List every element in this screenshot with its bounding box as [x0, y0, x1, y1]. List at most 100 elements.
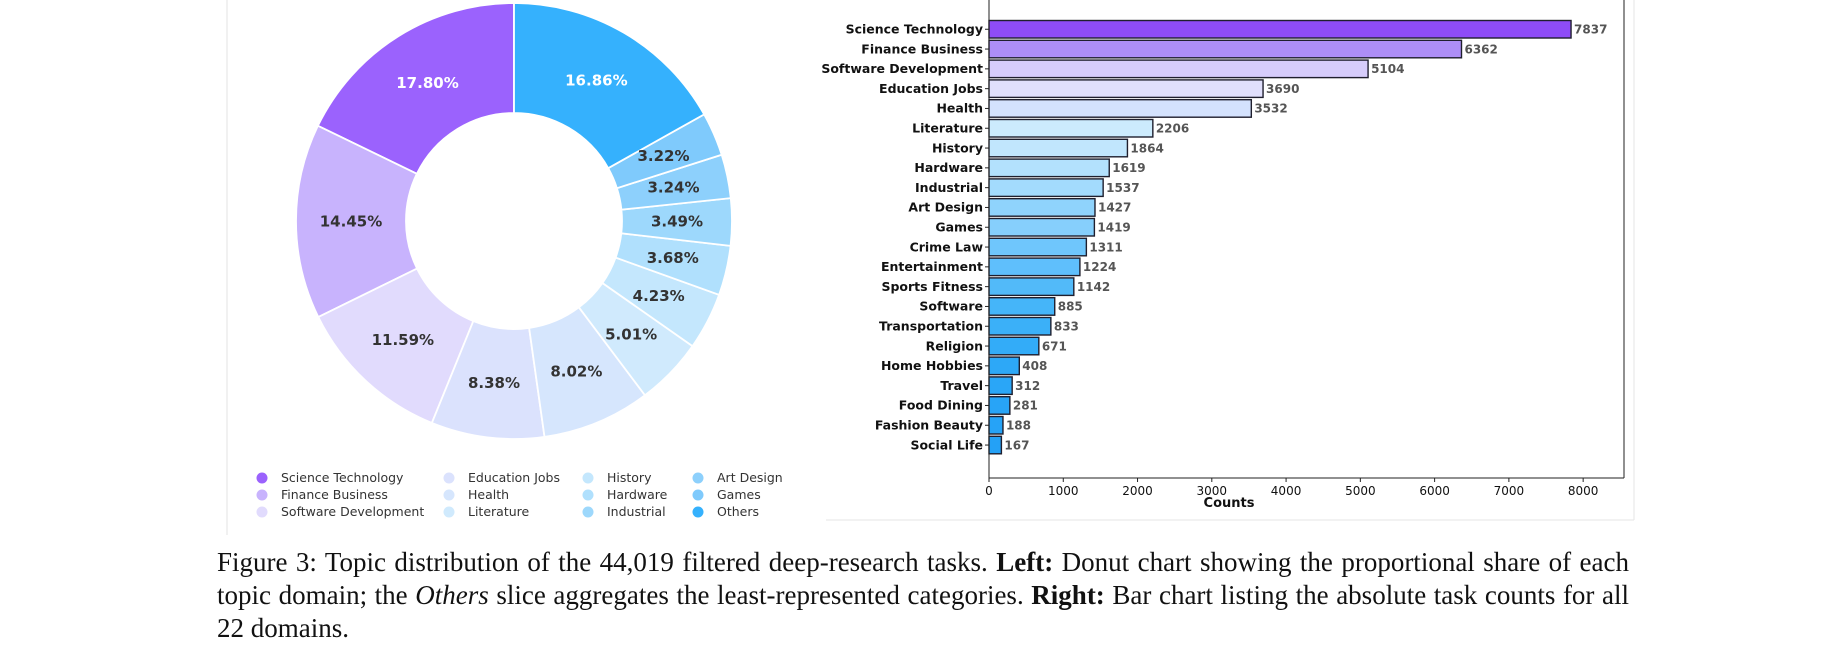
bar-travel: [988, 376, 1013, 396]
bar-entertainment: [988, 257, 1081, 277]
category-label-software: Software: [919, 299, 983, 314]
legend-label-literature: Literature: [468, 504, 530, 519]
legend-marker-literature: [443, 506, 455, 518]
x-tick-label-2000: 2000: [1122, 484, 1153, 498]
figure: 17.80% 14.45% 11.59% 8.38% 8.02% 5.01% 4.23% 3.…: [226, 0, 1635, 535]
caption-others-word: Others: [415, 580, 489, 610]
x-tick-label-5000: 5000: [1345, 484, 1376, 498]
legend-marker-art-design: [692, 472, 704, 484]
bar-value-fashion-beauty: 188: [1006, 419, 1031, 433]
x-tick-label-0: 0: [985, 484, 993, 498]
category-label-games: Games: [935, 220, 983, 235]
bars: 7837 6362 5104 3690 3532 2206 1864 1619 1537 1427…: [988, 19, 1607, 455]
figure-caption: Figure 3: Topic distribution of the 44,0…: [217, 546, 1629, 645]
bar-art-design: [988, 197, 1096, 217]
category-label-software-development: Software Development: [821, 61, 983, 76]
legend-label-science-technology: Science Technology: [281, 470, 404, 485]
legend-marker-industrial: [582, 506, 594, 518]
bar-value-software: 885: [1058, 300, 1083, 314]
legend-label-art-design: Art Design: [717, 470, 783, 485]
donut-slice-label-software-development: 11.59%: [372, 331, 434, 349]
legend-label-finance-business: Finance Business: [281, 487, 388, 502]
x-axis-title: Counts: [1204, 496, 1255, 511]
category-label-education-jobs: Education Jobs: [879, 81, 983, 96]
bar-value-home-hobbies: 408: [1022, 359, 1047, 373]
bar-value-hardware: 1619: [1112, 161, 1145, 175]
x-tick-label-6000: 6000: [1419, 484, 1450, 498]
category-label-travel: Travel: [940, 378, 983, 393]
category-label-literature: Literature: [912, 121, 983, 136]
bar-value-sports-fitness: 1142: [1077, 280, 1110, 294]
bar-software-development: [988, 59, 1369, 79]
donut-slice-labels: 17.80% 14.45% 11.59% 8.38% 8.02% 5.01% 4.23% 3.…: [320, 71, 703, 391]
donut-slice-label-history: 4.23%: [633, 287, 685, 305]
bar-value-art-design: 1427: [1098, 201, 1131, 215]
bar-hardware: [988, 158, 1110, 178]
donut-slice-others: [513, 2, 706, 170]
bar-fashion-beauty: [988, 415, 1004, 435]
bar-value-religion: 671: [1042, 339, 1067, 353]
bar-transportation: [988, 316, 1052, 336]
bar-food-dining: [988, 396, 1011, 415]
legend-marker-games: [692, 489, 704, 501]
caption-prefix: Figure 3: Topic distribution of the 44,0…: [217, 547, 997, 577]
donut-slice-science-technology: [316, 2, 515, 176]
category-label-science-technology: Science Technology: [846, 22, 983, 37]
bar-value-industrial: 1537: [1106, 181, 1139, 195]
donut-slice-label-hardware: 3.68%: [647, 249, 699, 267]
bar-education-jobs: [988, 79, 1264, 99]
category-label-health: Health: [936, 101, 983, 116]
bar-value-travel: 312: [1015, 379, 1040, 393]
caption-left-text: Donut chart showing the proportional sha…: [217, 547, 1630, 610]
donut-chart-panel: 17.80% 14.45% 11.59% 8.38% 8.02% 5.01% 4.23% 3.…: [226, 0, 783, 535]
bar-value-literature: 2206: [1156, 122, 1189, 136]
category-label-industrial: Industrial: [915, 180, 983, 195]
category-label-food-dining: Food Dining: [899, 398, 983, 413]
bar-value-social-life: 167: [1004, 438, 1029, 452]
legend-label-others: Others: [717, 504, 759, 519]
legend-marker-finance-business: [256, 489, 268, 501]
bar-value-transportation: 833: [1054, 320, 1079, 334]
category-label-religion: Religion: [926, 338, 983, 353]
category-label-sports-fitness: Sports Fitness: [881, 279, 983, 294]
bar-games: [988, 217, 1096, 237]
legend-label-hardware: Hardware: [607, 487, 668, 502]
bar-crime-law: [988, 237, 1088, 257]
donut-slice-label-art-design: 3.24%: [647, 179, 699, 197]
donut-slice-label-industrial: 3.49%: [651, 213, 703, 231]
bar-value-crime-law: 1311: [1089, 240, 1122, 254]
donut-slice-label-games: 3.22%: [637, 147, 689, 165]
bar-history: [988, 138, 1129, 158]
legend-marker-education-jobs: [443, 472, 455, 484]
legend-marker-science-technology: [256, 472, 268, 484]
category-label-hardware: Hardware: [914, 160, 983, 175]
bar-health: [988, 98, 1253, 118]
bar-value-entertainment: 1224: [1083, 260, 1116, 274]
bar-sports-fitness: [988, 277, 1075, 297]
legend-label-education-jobs: Education Jobs: [468, 470, 560, 485]
bar-industrial: [988, 178, 1104, 198]
legend-label-games: Games: [717, 487, 761, 502]
caption-left-label: Left:: [996, 547, 1054, 577]
category-label-history: History: [932, 140, 983, 155]
x-tick-label-4000: 4000: [1271, 484, 1302, 498]
x-tick-label-7000: 7000: [1494, 484, 1525, 498]
bar-chart-panel: 7837 6362 5104 3690 3532 2206 1864 1619 1537 1427…: [821, 0, 1635, 521]
donut-slices: [295, 2, 733, 440]
bar-literature: [988, 118, 1154, 138]
donut-slice-label-others: 16.86%: [565, 71, 627, 89]
caption-right-text: Bar chart listing the absolute task coun…: [217, 580, 1630, 643]
legend-label-health: Health: [468, 487, 509, 502]
legend-marker-health: [443, 489, 455, 501]
bar-value-science-technology: 7837: [1574, 23, 1607, 37]
caption-middle-text: slice aggregates the least-represented c…: [488, 580, 1032, 610]
bar-science-technology: [988, 19, 1572, 39]
bar-value-education-jobs: 3690: [1266, 82, 1299, 96]
donut-slice-label-finance-business: 14.45%: [320, 212, 382, 230]
legend-label-history: History: [607, 470, 652, 485]
category-label-home-hobbies: Home Hobbies: [881, 358, 983, 373]
legend-marker-hardware: [582, 489, 594, 501]
bar-value-food-dining: 281: [1013, 399, 1038, 413]
x-tick-label-3000: 3000: [1197, 484, 1228, 498]
bar-finance-business: [988, 39, 1463, 59]
